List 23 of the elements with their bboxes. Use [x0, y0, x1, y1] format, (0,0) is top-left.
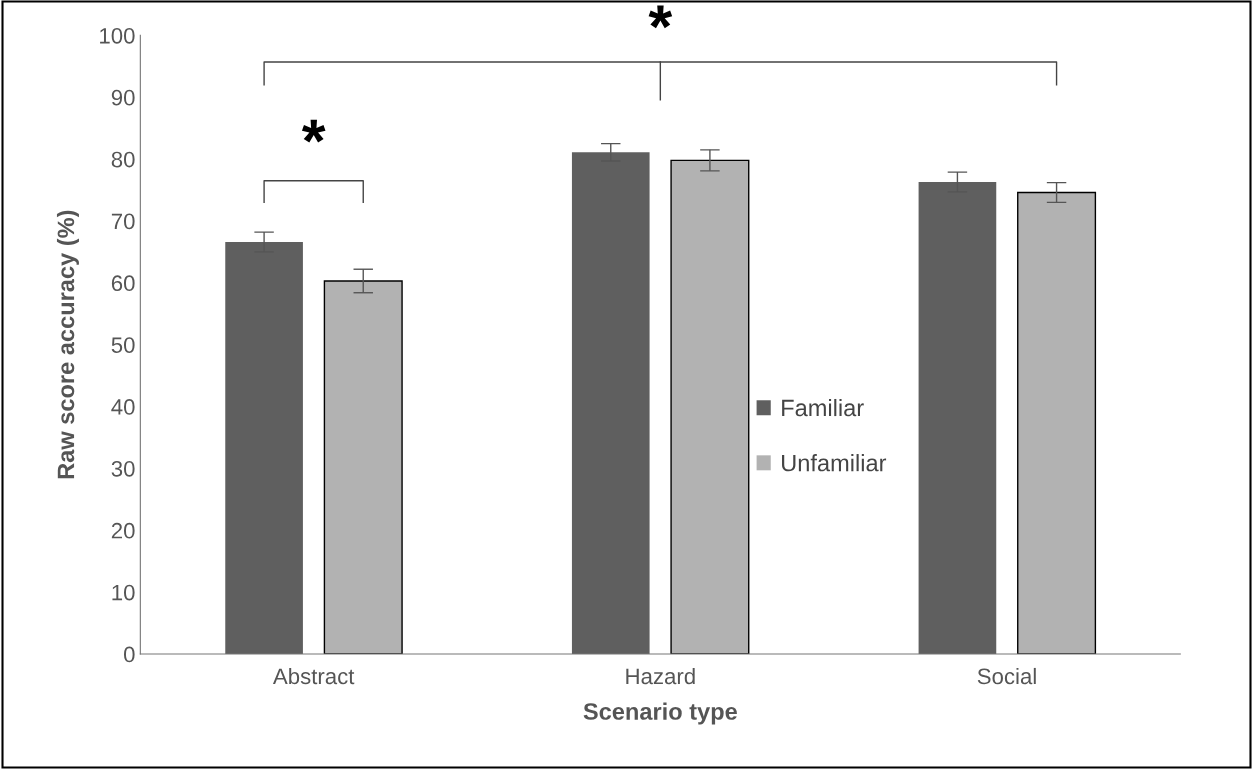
y-tick-label: 80: [111, 151, 135, 168]
legend-label: Familiar: [782, 398, 864, 417]
y-tick-label: 30: [111, 460, 135, 477]
x-axis-title: Scenario type: [583, 702, 737, 725]
bar: [1017, 191, 1097, 655]
y-tick-label: 90: [111, 89, 135, 106]
x-tick-label: Hazard: [626, 667, 695, 685]
y-tick-label: 40: [111, 399, 135, 415]
text: *: [648, 5, 673, 29]
y-tick-label: 70: [111, 213, 135, 230]
y-tick-label: 0: [123, 646, 135, 663]
bar: [323, 280, 403, 655]
y-axis-title: Raw score accuracy (%): [56, 210, 79, 479]
y-tick-label: 60: [111, 275, 135, 292]
y-tick-label: 100: [100, 27, 135, 44]
annotation: *: [301, 119, 326, 143]
legend-label: Unfamiliar: [782, 454, 887, 472]
y-tick-label: 50: [111, 337, 135, 353]
x-tick-label: Social: [977, 667, 1036, 685]
y-tick-label: 10: [112, 584, 135, 601]
x-tick-label: Abstract: [272, 667, 355, 685]
y-tick-label: 20: [111, 522, 135, 539]
bar: [670, 159, 750, 655]
